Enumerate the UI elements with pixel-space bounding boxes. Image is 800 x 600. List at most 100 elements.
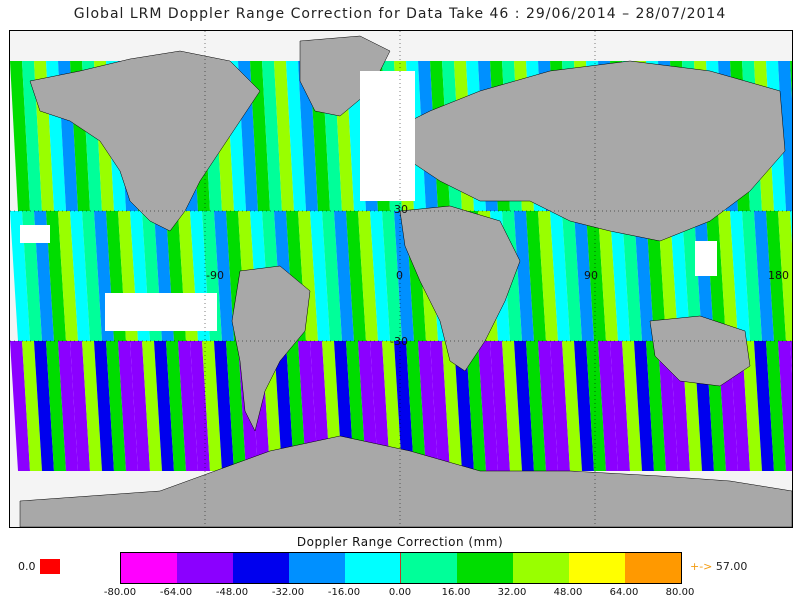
no-data-regions [20, 71, 717, 331]
swath-stripe [274, 61, 294, 211]
swath-stripe [358, 341, 378, 471]
swath-stripe [586, 211, 606, 341]
colorbar-segment [345, 553, 402, 583]
swath-stripe [298, 341, 318, 471]
swath-stripe [310, 341, 330, 471]
swath-stripe [10, 341, 30, 471]
graticule-lines [10, 31, 792, 527]
colorbar-tick-label: -64.00 [159, 587, 193, 598]
colorbar-segment [513, 553, 569, 583]
swath-stripe [778, 61, 792, 211]
swath-stripe [754, 341, 774, 471]
swath-stripe [370, 211, 390, 341]
swath-stripe [142, 341, 162, 471]
antarctica [19, 435, 792, 527]
swath-stripe [274, 341, 294, 471]
swath-stripe [22, 341, 42, 471]
colorbar-segment [401, 553, 457, 583]
colorbar-segment [121, 553, 177, 583]
colorbar-tick-label: -80.00 [103, 587, 137, 598]
swath-stripe [190, 341, 210, 471]
colorbar-tick-label: 80.00 [665, 587, 695, 598]
swath-stripe [166, 341, 186, 471]
swath-stripe [610, 341, 630, 471]
swath-stripe [766, 211, 786, 341]
world-map[interactable]: 30 -30 -90 0 90 180 [10, 31, 792, 527]
swath-stripe [286, 341, 306, 471]
colorbar [120, 552, 682, 584]
swath-stripe [382, 341, 402, 471]
under-range-swatch [40, 559, 60, 574]
swath-stripe [46, 341, 66, 471]
swath-stripe [154, 341, 174, 471]
swath-stripe [622, 211, 642, 341]
swath-stripe [598, 341, 618, 471]
swath-stripe [658, 341, 678, 471]
swath-stripe [202, 341, 222, 471]
swath-stripe [358, 211, 378, 341]
swath-stripe [598, 211, 618, 341]
colorbar-tick-label: 0.00 [388, 587, 412, 598]
swath-stripe [502, 341, 522, 471]
swath-stripe [178, 341, 198, 471]
south-america [231, 265, 311, 432]
over-range-value: 57.00 [715, 560, 748, 573]
swath-stripe [34, 211, 54, 341]
swath-stripe [370, 341, 390, 471]
swath-stripe [514, 341, 534, 471]
swath-stripe [766, 341, 786, 471]
swath-stripe [10, 61, 30, 211]
colorbar-segment [457, 553, 513, 583]
swath-stripe [634, 211, 654, 341]
swath-stripe [742, 211, 762, 341]
swath-stripe [526, 341, 546, 471]
swath-stripe [454, 341, 474, 471]
eurasia [389, 60, 786, 242]
lon-label-minus90: -90 [206, 269, 224, 282]
swath-stripe [58, 211, 78, 341]
colorbar-tick-label: -32.00 [271, 587, 305, 598]
swath-stripe [106, 341, 126, 471]
swath-stripe [22, 61, 42, 211]
swath-stripe [430, 341, 450, 471]
swath-stripe [778, 341, 792, 471]
swath-stripe [70, 341, 90, 471]
swath-stripe [46, 211, 66, 341]
swath-stripe [70, 211, 90, 341]
colorbar-title: Doppler Range Correction (mm) [296, 535, 504, 549]
swath-stripe [382, 211, 402, 341]
swath-stripe [790, 211, 792, 244]
colorbar-tick-label: 32.00 [497, 587, 527, 598]
swath-stripe [286, 61, 306, 211]
swath-stripe [10, 211, 30, 341]
swath-stripe [658, 211, 678, 341]
swath-stripe [574, 341, 594, 471]
colorbar-segment [625, 553, 681, 583]
swath-stripe [610, 211, 630, 341]
swath-stripe [742, 341, 762, 471]
swath-stripe [298, 211, 318, 341]
map-title: Global LRM Doppler Range Correction for … [73, 6, 727, 22]
swath-stripe [718, 211, 738, 341]
colorbar-segment [569, 553, 625, 583]
swath-stripe [346, 211, 366, 341]
swath-stripe [550, 211, 570, 341]
colorbar-segment [289, 553, 345, 583]
swath-stripe [406, 341, 426, 471]
swath-stripe [394, 211, 414, 341]
colorbar-tick-label: -48.00 [215, 587, 249, 598]
swath-stripe [754, 211, 774, 341]
swath-stripe [586, 341, 606, 471]
swath-stripe [790, 61, 792, 99]
swath-stripe [82, 341, 102, 471]
north-america [29, 50, 261, 232]
lon-label-180: 180 [768, 269, 789, 282]
map-panel[interactable]: 30 -30 -90 0 90 180 [9, 30, 793, 528]
lon-label-90: 90 [584, 269, 598, 282]
swath-stripe [550, 341, 570, 471]
colorbar-tick-label: 16.00 [441, 587, 471, 598]
swath-stripe [538, 211, 558, 341]
swath-stripe [466, 341, 486, 471]
africa [399, 205, 521, 372]
australia [649, 315, 751, 387]
